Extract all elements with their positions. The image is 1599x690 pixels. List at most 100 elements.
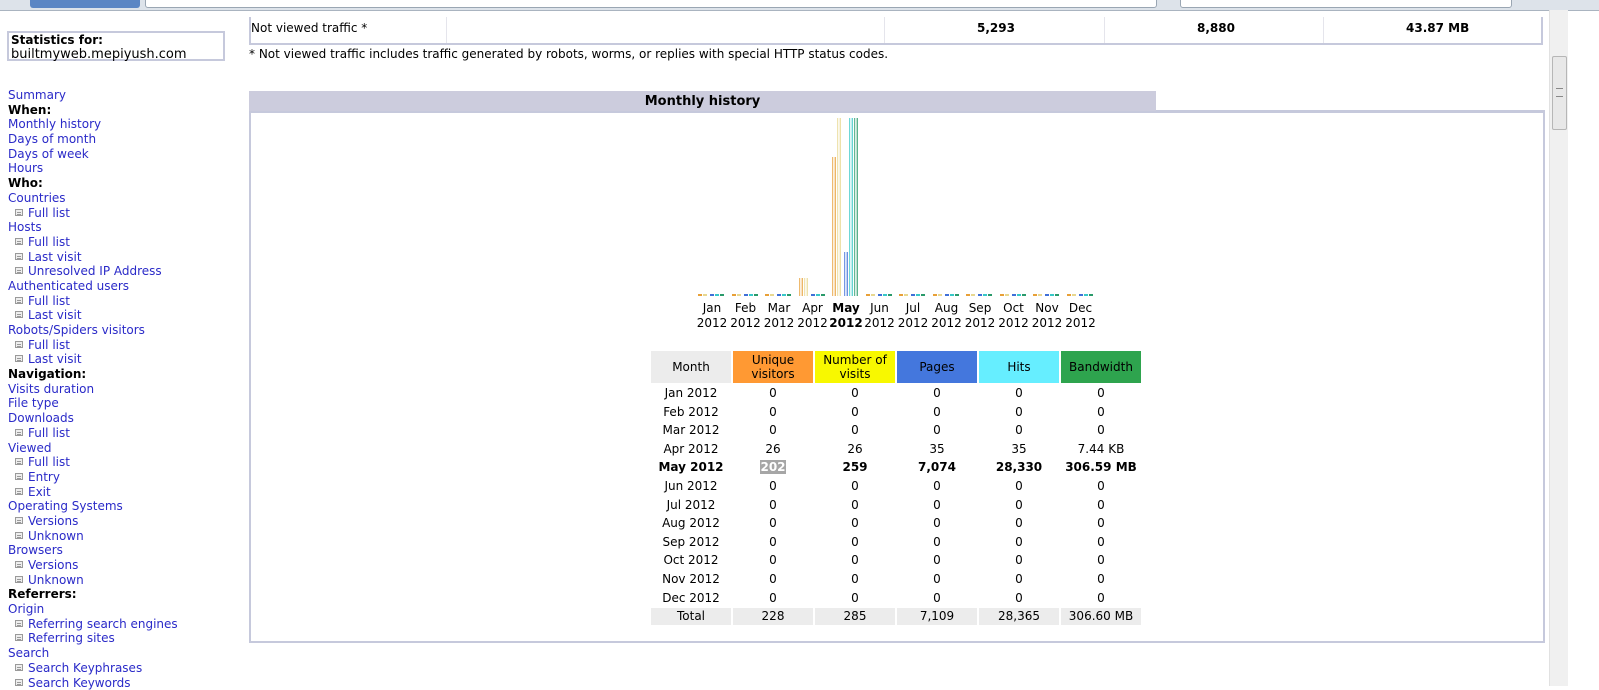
menu-link[interactable]: Exit: [28, 485, 51, 499]
menu-link[interactable]: Robots/Spiders visitors: [8, 323, 145, 337]
menu-link[interactable]: Monthly history: [8, 117, 101, 131]
menu-link[interactable]: Search Keyphrases: [28, 661, 142, 675]
total-pages: 7,109: [897, 608, 977, 625]
month-year: 2012: [796, 316, 830, 331]
chart-bar: [837, 118, 841, 296]
menu-link[interactable]: Versions: [28, 514, 78, 528]
menu-subitem: Unknown: [8, 573, 178, 588]
list-icon: [15, 267, 23, 274]
menu-item: Downloads: [8, 411, 178, 426]
chart-bar: [811, 294, 815, 296]
total-row: Total 228 285 7,109 28,365 306.60 MB: [651, 608, 1141, 625]
menu-link[interactable]: Days of month: [8, 132, 96, 146]
menu-link[interactable]: Hours: [8, 161, 43, 175]
menu-link[interactable]: Full list: [28, 426, 70, 440]
menu-link[interactable]: Viewed: [8, 441, 51, 455]
menu-subitem: Last visit: [8, 308, 178, 323]
cell-month: Sep 2012: [651, 534, 731, 551]
chart-bar: [749, 294, 753, 296]
menu-item: Hosts: [8, 220, 178, 235]
vertical-scrollbar[interactable]: [1549, 10, 1568, 686]
menu-link[interactable]: Full list: [28, 235, 70, 249]
menu-link[interactable]: Operating Systems: [8, 499, 123, 513]
menu-link[interactable]: Referring sites: [28, 631, 115, 645]
total-label: Total: [651, 608, 731, 625]
menu-subitem: Search Keywords: [8, 676, 178, 690]
chart-bar: [787, 294, 791, 296]
menu-link[interactable]: Days of week: [8, 147, 89, 161]
cell-visitors: 0: [733, 497, 813, 514]
menu-link[interactable]: Search Keywords: [28, 676, 131, 690]
menu-link[interactable]: Downloads: [8, 411, 74, 425]
menu-link[interactable]: Unknown: [28, 529, 84, 543]
menu-link[interactable]: File type: [8, 396, 59, 410]
menu-subitem: Unresolved IP Address: [8, 264, 178, 279]
chart-bar: [911, 294, 915, 296]
menu-link[interactable]: Full list: [28, 294, 70, 308]
menu-link[interactable]: Visits duration: [8, 382, 94, 396]
menu-link[interactable]: Last visit: [28, 308, 82, 322]
menu-link[interactable]: Origin: [8, 602, 44, 616]
month-name: Mar: [762, 301, 796, 316]
month-name: Jul: [896, 301, 930, 316]
menu-link[interactable]: Search: [8, 646, 49, 660]
cell-visits: 0: [815, 385, 895, 402]
list-icon: [15, 341, 23, 348]
menu-link[interactable]: Last visit: [28, 352, 82, 366]
chart-bar: [782, 294, 786, 296]
menu-link[interactable]: Last visit: [28, 250, 82, 264]
total-visits: 285: [815, 608, 895, 625]
chart-bar: [1000, 294, 1004, 296]
chart-bar: [849, 118, 853, 296]
menu-subitem: Full list: [8, 294, 178, 309]
chart-bar: [978, 294, 982, 296]
menu-link[interactable]: Browsers: [8, 543, 63, 557]
cell-bandwidth: 0: [1061, 497, 1141, 514]
monthly-history-table: Month Unique visitors Number of visits P…: [649, 349, 1143, 627]
statistics-for-box: Statistics for: builtmyweb.mepiyush.com: [7, 31, 225, 61]
menu-link[interactable]: Full list: [28, 206, 70, 220]
scroll-up-arrow-icon[interactable]: [1552, 10, 1565, 20]
month-name: Apr: [796, 301, 830, 316]
menu-link[interactable]: Authenticated users: [8, 279, 129, 293]
browser-tab[interactable]: [30, 0, 140, 8]
menu-link[interactable]: Entry: [28, 470, 60, 484]
month-year: 2012: [930, 316, 964, 331]
menu-link[interactable]: Unresolved IP Address: [28, 264, 162, 278]
list-icon: [15, 253, 23, 260]
menu-item: File type: [8, 396, 178, 411]
cell-month: Jul 2012: [651, 497, 731, 514]
chart-bar: [821, 294, 825, 296]
chart-bar: [938, 294, 942, 296]
browser-search-box[interactable]: [1180, 0, 1512, 8]
cell-month: Aug 2012: [651, 515, 731, 532]
chart-bar: [765, 294, 769, 296]
cell-visitors: 0: [733, 590, 813, 607]
list-icon: [15, 561, 23, 568]
menu-link[interactable]: Countries: [8, 191, 66, 205]
menu-link[interactable]: Full list: [28, 338, 70, 352]
menu-link[interactable]: Unknown: [28, 573, 84, 587]
total-bandwidth: 306.60 MB: [1061, 608, 1141, 625]
header-month: Month: [651, 351, 731, 383]
chart-bar: [777, 294, 781, 296]
menu-link[interactable]: Full list: [28, 455, 70, 469]
cell-visitors: 26: [733, 441, 813, 458]
month-name: Sep: [963, 301, 997, 316]
address-bar[interactable]: [145, 0, 1157, 8]
menu-link[interactable]: Referring search engines: [28, 617, 178, 631]
scrollbar-thumb[interactable]: [1552, 56, 1567, 130]
column-divider: [1104, 17, 1105, 43]
menu-link[interactable]: Hosts: [8, 220, 42, 234]
menu-link[interactable]: Summary: [8, 88, 66, 102]
cell-visits: 0: [815, 571, 895, 588]
chart-bar: [983, 294, 987, 296]
menu-section-heading: Navigation:: [8, 367, 178, 382]
menu-link[interactable]: Versions: [28, 558, 78, 572]
